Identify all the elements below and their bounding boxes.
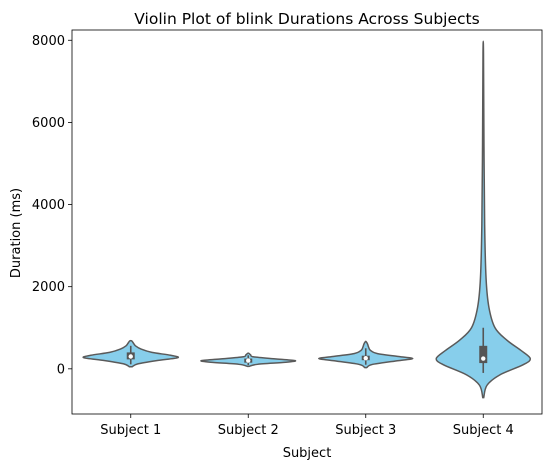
y-tick-label: 6000 bbox=[32, 116, 65, 131]
violin-median-4 bbox=[481, 356, 486, 361]
violin-iqr-box-4 bbox=[479, 345, 488, 364]
violin-body-4 bbox=[435, 40, 532, 399]
y-tick-label: 2000 bbox=[32, 280, 65, 295]
y-tick-label: 0 bbox=[57, 362, 65, 377]
x-tick-label: Subject 4 bbox=[453, 423, 514, 438]
x-tick-label: Subject 3 bbox=[335, 423, 396, 438]
y-tick-label: 8000 bbox=[32, 34, 65, 49]
y-axis-title: Duration (ms) bbox=[9, 188, 24, 278]
y-tick-label: 4000 bbox=[32, 198, 65, 213]
plot-frame bbox=[71, 29, 543, 415]
violin-median-2 bbox=[246, 358, 251, 363]
x-axis-title: Subject bbox=[283, 446, 332, 461]
plot-area: 0 2000 4000 6000 8000 Subject 1 Subject 2 Subje… bbox=[32, 29, 543, 438]
x-tick-label: Subject 1 bbox=[100, 423, 161, 438]
violin-median-1 bbox=[128, 354, 133, 359]
chart-title: Violin Plot of blink Durations Across Su… bbox=[134, 10, 479, 28]
violin-median-3 bbox=[363, 355, 368, 361]
x-tick-label: Subject 2 bbox=[218, 423, 279, 438]
